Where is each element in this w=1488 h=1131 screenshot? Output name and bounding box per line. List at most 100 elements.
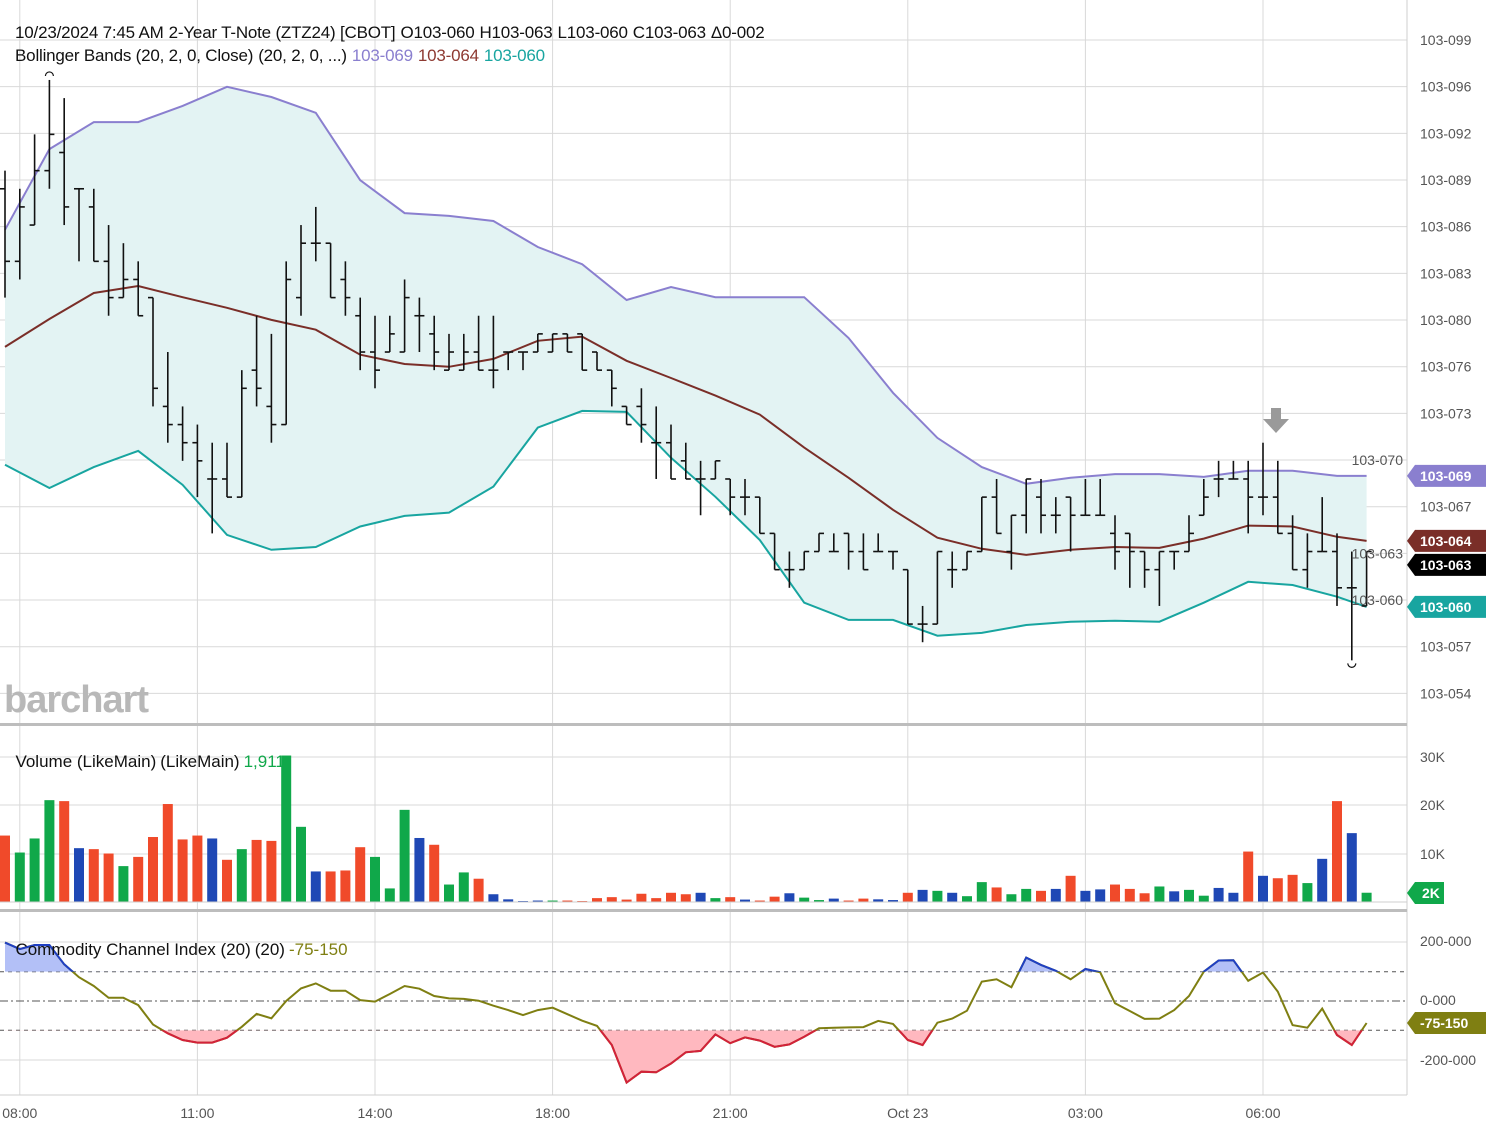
cci-line [0, 941, 1407, 1085]
volume-bar [1095, 889, 1106, 902]
price-tick: 103-076 [1420, 359, 1472, 375]
volume-bar [429, 844, 440, 902]
ohlc-bars [0, 79, 1372, 661]
cci-tick: 200-000 [1420, 933, 1472, 949]
ohlc-bar [740, 478, 750, 516]
ohlc-bar [858, 533, 869, 571]
volume-bar [1050, 888, 1061, 902]
open-value: O103-060 [400, 23, 475, 42]
price-tick: 103-092 [1420, 125, 1472, 141]
quote-header: 10/23/2024 7:45 AM 2-Year T-Note (ZTZ24) … [6, 3, 770, 43]
lower-band-tag-text: 103-060 [1420, 599, 1472, 615]
volume-bar [444, 884, 454, 902]
ohlc-bar [680, 442, 691, 480]
bollinger-lower-value: 103-060 [483, 46, 545, 65]
upper-band-tag: 103-069 [1407, 464, 1486, 487]
volume-bar [473, 878, 484, 902]
ohlc-bar [355, 297, 366, 371]
volume-bar [1198, 895, 1209, 902]
ohlc-bar [340, 261, 351, 316]
time-tick: 18:00 [535, 1105, 570, 1121]
volume-bar [606, 897, 617, 902]
ohlc-bar [1139, 550, 1150, 588]
price-tick: 103-067 [1420, 499, 1472, 515]
volume-bar [162, 804, 173, 902]
ohlc-bar [577, 333, 588, 371]
ohlc-bar [370, 315, 380, 389]
time-tick: 08:00 [2, 1105, 37, 1121]
volume-bar [0, 835, 10, 902]
ohlc-bar [562, 333, 573, 353]
volume-bar [621, 899, 632, 902]
ohlc-bar [518, 351, 528, 371]
cci-tag-text: -75-150 [1420, 1015, 1468, 1031]
bollinger-legend[interactable]: Bollinger Bands (20, 2, 0, Close) (20, 2,… [6, 26, 550, 66]
volume-params: (LikeMain) [160, 752, 240, 771]
ohlc-bar [917, 605, 928, 643]
cci-overbought-line [4, 941, 1264, 972]
ohlc-bar [103, 225, 114, 316]
ohlc-bar [843, 532, 854, 570]
price-tick: 103-057 [1420, 639, 1472, 655]
ohlc-bar [429, 315, 440, 371]
volume-bar [1346, 833, 1357, 902]
volume-bar [1361, 892, 1372, 902]
upper-band-line [4, 85, 1367, 485]
ohlc-bar [991, 478, 1002, 535]
volume-bar [414, 837, 425, 902]
ohlc-bar [666, 424, 676, 480]
ohlc-bar [1080, 478, 1091, 517]
volume-bars [0, 755, 1372, 902]
volume-bar [384, 888, 395, 902]
volume-bar [769, 896, 780, 902]
ohlc-bar [59, 98, 70, 226]
cci-oversold-line [160, 1030, 1363, 1085]
volume-bar [636, 893, 647, 902]
ohlc-bar [725, 478, 736, 516]
price-tick: 103-096 [1420, 79, 1472, 95]
ohlc-bar [0, 170, 10, 298]
ohlc-bar [1198, 478, 1209, 517]
ohlc-bar [1036, 478, 1046, 534]
volume-bar [932, 890, 943, 902]
volume-legend[interactable]: Volume (LikeMain) (LikeMain) 1,911 [6, 732, 289, 772]
ohlc-bar [1184, 515, 1194, 553]
ohlc-bar [621, 405, 632, 426]
volume-bar [592, 898, 602, 902]
high-value: H103-063 [479, 23, 553, 42]
price-tick: 103-080 [1420, 312, 1472, 328]
low-marker-icon [1347, 663, 1357, 668]
pane-separator [0, 723, 1407, 726]
volume-bar [281, 755, 292, 902]
ohlc-bar [799, 550, 810, 571]
last-price-tag: 103-063 [1407, 553, 1486, 576]
volume-bar [1154, 886, 1165, 902]
ohlc-bar [1154, 550, 1165, 606]
ohlc-bar [1332, 533, 1342, 606]
time-tick: 06:00 [1245, 1105, 1280, 1121]
volume-bar [503, 899, 514, 902]
ohlc-bar [207, 442, 218, 534]
ohlc-bar [222, 442, 232, 498]
ohlc-bar [1213, 460, 1224, 498]
volume-bar [1184, 889, 1194, 902]
ohlc-bar [473, 315, 484, 371]
volume-bar [310, 871, 321, 902]
ohlc-bar [118, 243, 129, 299]
ohlc-bar [444, 333, 454, 371]
volume-bar [1228, 892, 1239, 902]
volume-bar [207, 838, 218, 902]
volume-bar [1124, 888, 1135, 902]
ohlc-bar [192, 424, 203, 498]
volume-bar [1110, 884, 1120, 902]
ohlc-bar [384, 315, 395, 353]
ohlc-bar [651, 406, 662, 479]
price-tick: 103-073 [1420, 405, 1472, 421]
ohlc-bar [414, 297, 425, 353]
cci-axis: 200-000 0-000 -200-000 [1420, 933, 1476, 1068]
ohlc-bar [1006, 514, 1017, 570]
ohlc-bar [962, 550, 972, 571]
time-axis: 08:00 11:00 14:00 18:00 21:00 Oct 23 03:… [2, 1105, 1280, 1121]
cci-legend[interactable]: Commodity Channel Index (20) (20) -75-150 [6, 920, 352, 960]
